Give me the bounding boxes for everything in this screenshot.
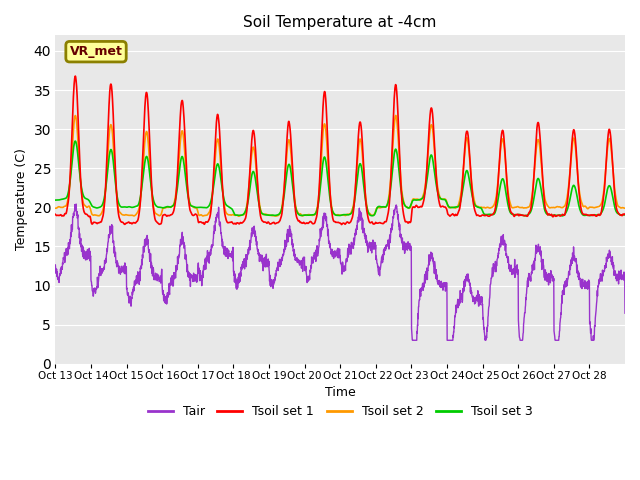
X-axis label: Time: Time	[324, 386, 356, 399]
Title: Soil Temperature at -4cm: Soil Temperature at -4cm	[243, 15, 437, 30]
Text: VR_met: VR_met	[70, 45, 122, 58]
Legend: Tair, Tsoil set 1, Tsoil set 2, Tsoil set 3: Tair, Tsoil set 1, Tsoil set 2, Tsoil se…	[143, 400, 538, 423]
Y-axis label: Temperature (C): Temperature (C)	[15, 149, 28, 251]
